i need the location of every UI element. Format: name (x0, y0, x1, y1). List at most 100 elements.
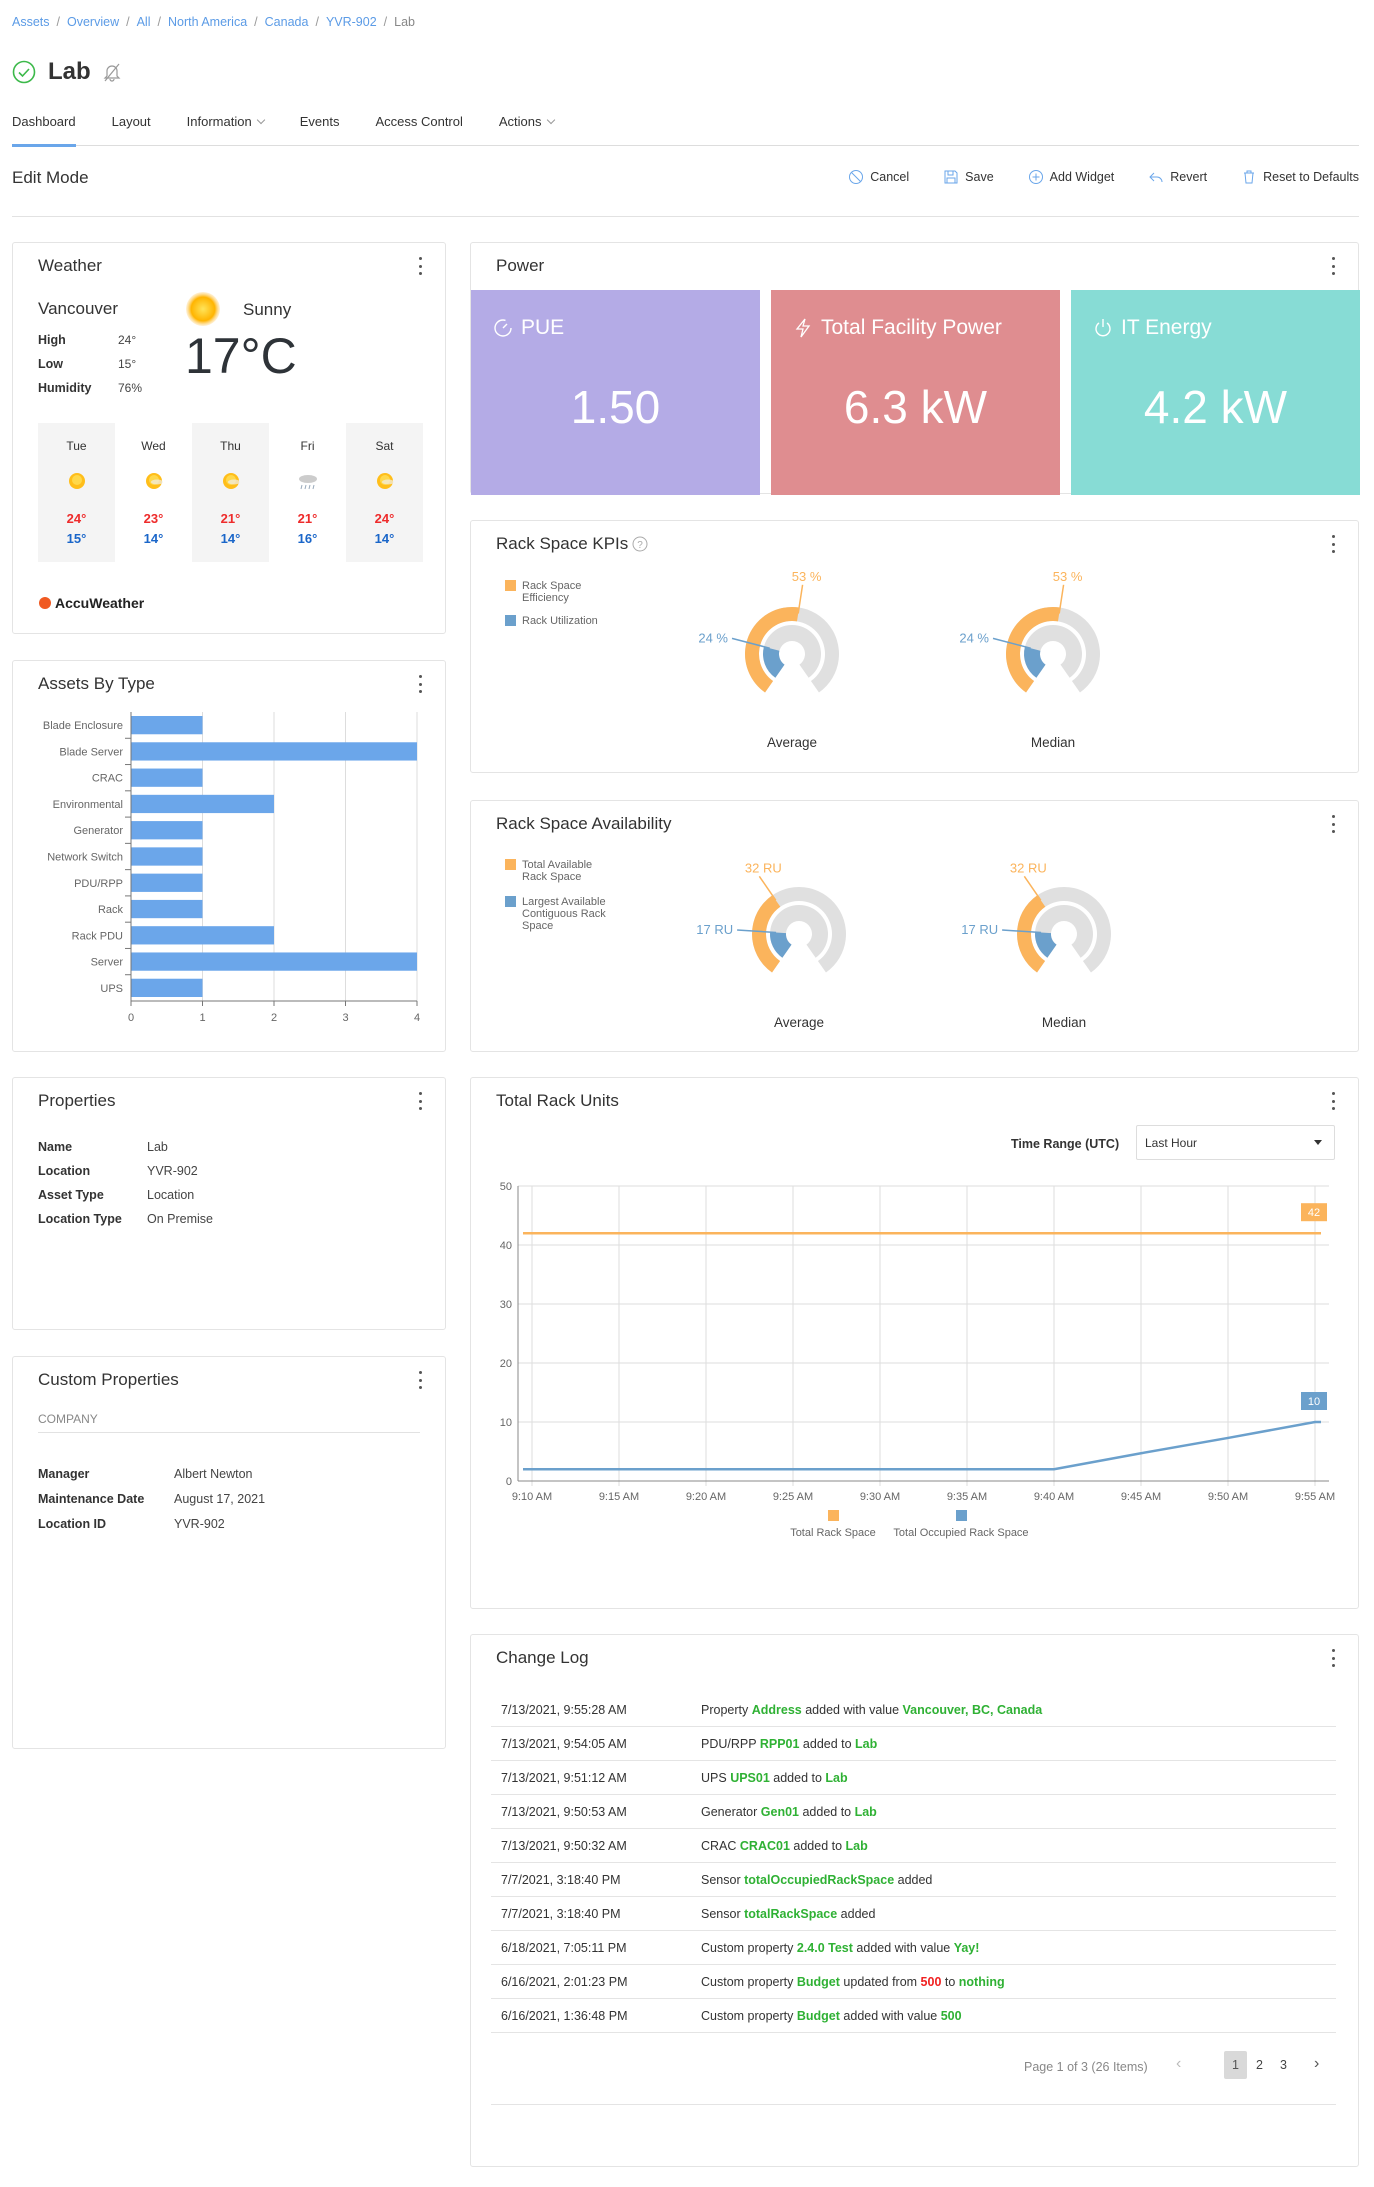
tab-events[interactable]: Events (300, 112, 340, 146)
bar[interactable] (131, 978, 203, 997)
forecast-day: Tue 24° 15° (38, 423, 115, 562)
page-button[interactable]: 2 (1256, 2058, 1263, 2072)
legend-item[interactable]: Total Available Rack Space (505, 859, 615, 883)
message-highlight: nothing (958, 1975, 1005, 1989)
message-highlight: CRAC01 (739, 1839, 790, 1853)
legend-label: Largest Available Contiguous Rack Space (522, 896, 606, 932)
power-icon (1095, 319, 1111, 337)
breadcrumb-item: Lab (394, 15, 416, 29)
add-widget-button[interactable]: Add Widget (1028, 169, 1114, 185)
reset-to-defaults-button[interactable]: Reset to Defaults (1241, 169, 1359, 185)
bar[interactable] (131, 873, 203, 892)
breadcrumb-item[interactable]: North America (167, 15, 248, 29)
widget-menu-icon[interactable] (419, 675, 423, 693)
legend-swatch (505, 580, 516, 591)
rack-units-line-chart: 0 10 20 30 40 50 9:10 AM 9:15 AM 9:20 AM 9:25 AM 9… (500, 1181, 1335, 1539)
change-log-row: 6/16/2021, 2:01:23 PM Custom property Bud… (491, 1965, 1336, 1999)
bar[interactable] (131, 768, 203, 787)
legend-swatch[interactable] (956, 1510, 967, 1521)
weather-condition: Sunny (243, 300, 292, 319)
widget-menu-icon[interactable] (1332, 535, 1336, 553)
prev-page-icon[interactable]: ‹ (1176, 2055, 1182, 2072)
x-tick-label: 9:55 AM (1295, 1491, 1335, 1503)
legend-swatch[interactable] (828, 1510, 839, 1521)
widget-menu-icon[interactable] (1332, 1092, 1336, 1110)
gauge-arc-rack-utilization[interactable] (763, 646, 785, 678)
category-label: Server (91, 957, 124, 969)
legend-label: Rack Space Efficiency (522, 580, 582, 604)
tab-layout[interactable]: Layout (112, 112, 151, 146)
end-value-label: 10 (1308, 1396, 1320, 1408)
widget-menu-icon[interactable] (419, 1092, 423, 1110)
bar[interactable] (131, 716, 203, 735)
bar[interactable] (131, 952, 417, 971)
hazy-sunny-icon (377, 473, 394, 489)
legend-item[interactable]: Largest Available Contiguous Rack Space (505, 896, 615, 932)
gauge-arc-rack-space-efficiency[interactable] (745, 607, 800, 693)
breadcrumb-item[interactable]: Canada (264, 15, 309, 29)
bar[interactable] (131, 794, 274, 814)
message-text: Sensor (701, 1907, 745, 1921)
gauge-arc-total-available-rack-space[interactable] (752, 895, 781, 973)
category-label: Generator (73, 825, 123, 837)
time-range-select[interactable]: Last Hour (1136, 1125, 1335, 1160)
gauge-arc-rack-utilization[interactable] (1024, 646, 1046, 678)
gauge-arc-largest-available-contiguous-rack-space[interactable] (770, 932, 792, 958)
tab-information[interactable]: Information (187, 112, 265, 146)
change-message: PDU/RPP RPP01 added to Lab (701, 1737, 877, 1751)
gauge-arc-total-available-rack-space[interactable] (1016, 895, 1046, 973)
next-page-icon[interactable]: › (1314, 2055, 1320, 2072)
gauge-label: Average (774, 1015, 824, 1030)
rack-space-kpis-widget: Rack Space KPIs ? Rack Space Efficiency R… (470, 520, 1359, 773)
tab-bar: Dashboard Layout Information Events Access C… (12, 112, 1359, 147)
breadcrumb-item[interactable]: Overview (67, 15, 120, 29)
change-message: Sensor totalOccupiedRackSpace added (701, 1873, 932, 1887)
chevron-down-icon (546, 115, 555, 125)
page-button[interactable]: 3 (1280, 2058, 1287, 2072)
change-date: 7/13/2021, 9:51:12 AM (501, 1771, 627, 1785)
page-button[interactable]: 1 (1224, 2051, 1247, 2079)
tab-dashboard[interactable]: Dashboard (12, 112, 76, 147)
breadcrumb-item[interactable]: Assets (12, 15, 50, 29)
gauge-pointer (758, 875, 777, 901)
svg-text:?: ? (638, 540, 644, 551)
gauge-arc-rack-space-efficiency[interactable] (1006, 607, 1061, 693)
message-highlight: totalOccupiedRackSpace (744, 1873, 895, 1887)
legend-item[interactable]: Rack Utilization (505, 615, 625, 627)
bar[interactable] (131, 847, 203, 866)
save-button[interactable]: Save (943, 169, 994, 185)
tab-actions[interactable]: Actions (499, 112, 555, 146)
bar[interactable] (131, 899, 203, 919)
tab-access-control[interactable]: Access Control (375, 112, 462, 146)
alarm-muted-bell-icon[interactable] (103, 62, 121, 82)
bar[interactable] (131, 926, 274, 945)
widget-title: Total Rack Units (496, 1091, 619, 1110)
widget-menu-icon[interactable] (1332, 1649, 1336, 1667)
edit-toolbar: Cancel Save Add Widget Revert Reset to Defau… (848, 169, 1359, 185)
x-tick-label: 2 (271, 1012, 277, 1024)
breadcrumb-item[interactable]: YVR-902 (325, 15, 377, 29)
gauge-arc-largest-available-contiguous-rack-space[interactable] (1035, 932, 1057, 958)
legend-label[interactable]: Total Occupied Rack Space (893, 1527, 1028, 1539)
category-label: CRAC (92, 773, 123, 785)
legend-item[interactable]: Rack Space Efficiency (505, 580, 625, 604)
legend-label[interactable]: Total Rack Space (790, 1527, 876, 1539)
help-icon[interactable]: ? (632, 536, 648, 552)
breadcrumb-item[interactable]: All (136, 15, 151, 29)
message-text: CRAC (701, 1839, 740, 1853)
bar[interactable] (131, 742, 417, 761)
forecast-day-label: Fri (300, 439, 315, 453)
widget-menu-icon[interactable] (1332, 257, 1336, 275)
cancel-button[interactable]: Cancel (848, 169, 909, 185)
gauge-pointer (797, 584, 804, 614)
widget-menu-icon[interactable] (1332, 815, 1336, 833)
assets-by-type-widget: Assets By Type 0 1 2 3 4 Blade Enclosure Blade… (12, 660, 446, 1052)
widget-menu-icon[interactable] (419, 1371, 423, 1389)
series-line-total-occupied-rack-space[interactable] (523, 1420, 1321, 1471)
forecast-high: 21° (297, 511, 318, 526)
revert-button[interactable]: Revert (1148, 169, 1207, 185)
bar[interactable] (131, 821, 203, 840)
forecast-day-label: Thu (220, 439, 241, 453)
chevron-down-icon (256, 115, 265, 125)
widget-menu-icon[interactable] (419, 257, 423, 275)
